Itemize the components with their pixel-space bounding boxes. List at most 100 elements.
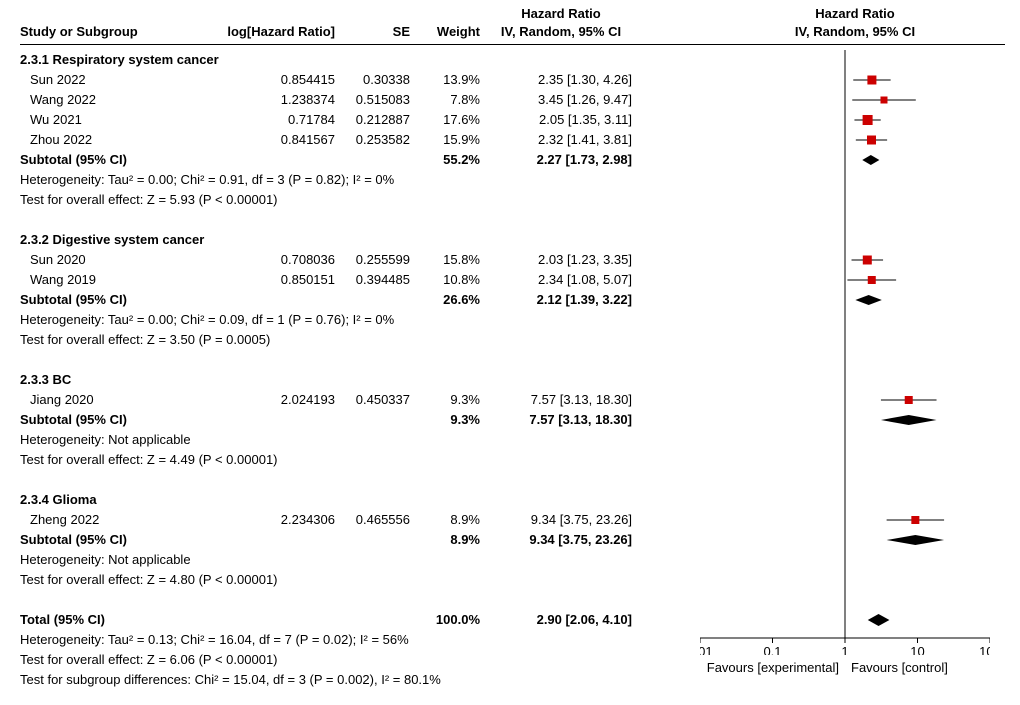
group-title: 2.3.1 Respiratory system cancer xyxy=(20,50,219,70)
se-value: 0.255599 xyxy=(340,250,410,270)
study-name: Zhou 2022 xyxy=(30,130,92,150)
log-value: 2.234306 xyxy=(195,510,335,530)
weight-value: 9.3% xyxy=(420,390,480,410)
se-value: 0.30338 xyxy=(340,70,410,90)
point-marker xyxy=(867,76,876,85)
axis-tick-label: 10 xyxy=(910,644,924,655)
hr-value: 9.34 [3.75, 23.26] xyxy=(490,510,632,530)
weight-value: 10.8% xyxy=(420,270,480,290)
total-label: Total (95% CI) xyxy=(20,610,105,630)
point-marker xyxy=(863,256,872,265)
se-value: 0.465556 xyxy=(340,510,410,530)
subtotal-weight: 8.9% xyxy=(420,530,480,550)
se-value: 0.450337 xyxy=(340,390,410,410)
axis-tick-label: 0.01 xyxy=(700,644,713,655)
forest-svg: 0.01 0.1 1 10 100 xyxy=(700,50,990,655)
subtotal-label: Subtotal (95% CI) xyxy=(20,530,127,550)
weight-value: 17.6% xyxy=(420,110,480,130)
point-marker xyxy=(863,115,873,125)
header-hr-forest: Hazard Ratio xyxy=(700,6,1010,21)
total-weight: 100.0% xyxy=(420,610,480,630)
se-value: 0.515083 xyxy=(340,90,410,110)
hr-value: 7.57 [3.13, 18.30] xyxy=(490,390,632,410)
se-value: 0.253582 xyxy=(340,130,410,150)
total-het: Heterogeneity: Tau² = 0.13; Chi² = 16.04… xyxy=(20,630,409,650)
subtotal-hr: 2.12 [1.39, 3.22] xyxy=(490,290,632,310)
point-marker xyxy=(880,97,887,104)
log-value: 0.850151 xyxy=(195,270,335,290)
log-value: 0.841567 xyxy=(195,130,335,150)
weight-value: 7.8% xyxy=(420,90,480,110)
log-value: 0.854415 xyxy=(195,70,335,90)
subtotal-weight: 9.3% xyxy=(420,410,480,430)
table-headers: Hazard Ratio Hazard Ratio Study or Subgr… xyxy=(20,6,1005,46)
hr-value: 2.34 [1.08, 5.07] xyxy=(490,270,632,290)
heterogeneity: Heterogeneity: Tau² = 0.00; Chi² = 0.91,… xyxy=(20,170,394,190)
point-marker xyxy=(868,276,876,284)
subtotal-hr: 9.34 [3.75, 23.26] xyxy=(490,530,632,550)
subgroup-diff: Test for subgroup differences: Chi² = 15… xyxy=(20,670,441,690)
log-value: 0.708036 xyxy=(195,250,335,270)
hr-value: 2.05 [1.35, 3.11] xyxy=(490,110,632,130)
heterogeneity: Heterogeneity: Not applicable xyxy=(20,430,191,450)
header-se: SE xyxy=(340,24,410,39)
weight-value: 8.9% xyxy=(420,510,480,530)
axis-tick-label: 100 xyxy=(979,644,990,655)
heterogeneity: Heterogeneity: Tau² = 0.00; Chi² = 0.09,… xyxy=(20,310,394,330)
group-title: 2.3.3 BC xyxy=(20,370,71,390)
group-title: 2.3.2 Digestive system cancer xyxy=(20,230,204,250)
study-name: Sun 2022 xyxy=(30,70,86,90)
se-value: 0.394485 xyxy=(340,270,410,290)
overall-effect: Test for overall effect: Z = 3.50 (P = 0… xyxy=(20,330,270,350)
weight-value: 15.9% xyxy=(420,130,480,150)
hr-value: 2.32 [1.41, 3.81] xyxy=(490,130,632,150)
diamond-marker xyxy=(862,155,879,165)
hr-value: 2.35 [1.30, 4.26] xyxy=(490,70,632,90)
hr-value: 3.45 [1.26, 9.47] xyxy=(490,90,632,110)
subtotal-label: Subtotal (95% CI) xyxy=(20,410,127,430)
total-eff: Test for overall effect: Z = 6.06 (P < 0… xyxy=(20,650,278,670)
axis-tick-label: 0.1 xyxy=(763,644,781,655)
axis-tick-label: 1 xyxy=(841,644,848,655)
subtotal-weight: 55.2% xyxy=(420,150,480,170)
subtotal-label: Subtotal (95% CI) xyxy=(20,150,127,170)
overall-effect: Test for overall effect: Z = 5.93 (P < 0… xyxy=(20,190,278,210)
log-value: 1.238374 xyxy=(195,90,335,110)
overall-effect: Test for overall effect: Z = 4.49 (P < 0… xyxy=(20,450,278,470)
overall-effect: Test for overall effect: Z = 4.80 (P < 0… xyxy=(20,570,278,590)
point-marker xyxy=(905,396,913,404)
diamond-marker xyxy=(868,614,890,626)
header-hr-text: Hazard Ratio xyxy=(490,6,632,21)
log-value: 0.71784 xyxy=(195,110,335,130)
study-name: Jiang 2020 xyxy=(30,390,94,410)
subtotal-weight: 26.6% xyxy=(420,290,480,310)
log-value: 2.024193 xyxy=(195,390,335,410)
header-log: log[Hazard Ratio] xyxy=(195,24,335,39)
study-name: Wang 2022 xyxy=(30,90,96,110)
weight-value: 13.9% xyxy=(420,70,480,90)
header-weight: Weight xyxy=(420,24,480,39)
axis-label-left: Favours [experimental] xyxy=(707,660,839,675)
diamond-marker xyxy=(881,415,937,425)
se-value: 0.212887 xyxy=(340,110,410,130)
study-name: Wang 2019 xyxy=(30,270,96,290)
diamond-marker xyxy=(855,295,881,305)
group-title: 2.3.4 Glioma xyxy=(20,490,97,510)
forest-panel: 0.010.1110100Favours [experimental]Favou… xyxy=(700,50,990,655)
study-name: Sun 2020 xyxy=(30,250,86,270)
study-name: Zheng 2022 xyxy=(30,510,99,530)
total-hr: 2.90 [2.06, 4.10] xyxy=(490,610,632,630)
study-name: Wu 2021 xyxy=(30,110,82,130)
point-marker xyxy=(911,516,919,524)
subtotal-hr: 2.27 [1.73, 2.98] xyxy=(490,150,632,170)
diamond-marker xyxy=(887,535,944,545)
header-study: Study or Subgroup xyxy=(20,24,138,39)
heterogeneity: Heterogeneity: Not applicable xyxy=(20,550,191,570)
header-hrci2: IV, Random, 95% CI xyxy=(700,24,1010,39)
forest-plot: Hazard Ratio Hazard Ratio Study or Subgr… xyxy=(0,0,1020,705)
point-marker xyxy=(867,136,876,145)
subtotal-hr: 7.57 [3.13, 18.30] xyxy=(490,410,632,430)
axis-label-right: Favours [control] xyxy=(851,660,948,675)
weight-value: 15.8% xyxy=(420,250,480,270)
subtotal-label: Subtotal (95% CI) xyxy=(20,290,127,310)
